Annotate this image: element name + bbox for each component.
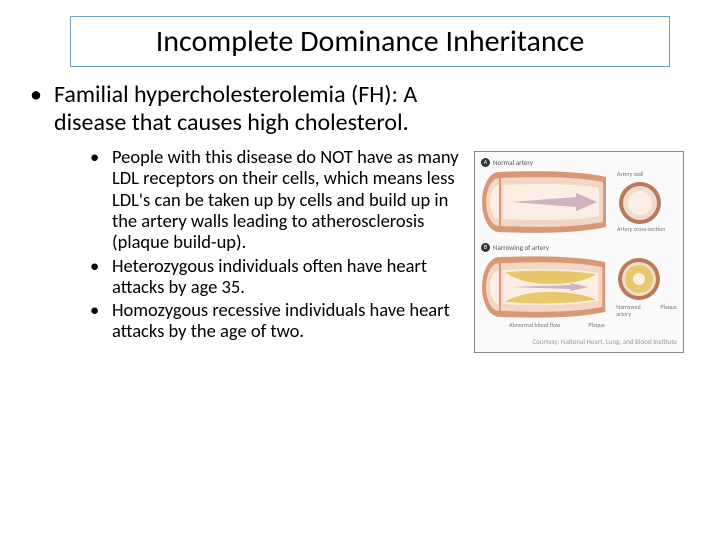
figure-credit: Courtesy: National Heart, Lung, and Bloo… (481, 337, 677, 346)
narrowed-artery-diagram (481, 254, 610, 320)
label-artery-wall: Artery wall (617, 171, 665, 178)
text-column: Familial hypercholesterolemia (FH): A di… (30, 81, 470, 353)
label-plaque: Plaque (588, 322, 605, 329)
figure-panel-normal: A Normal artery Artery wall (481, 158, 677, 235)
main-bullet: Familial hypercholesterolemia (FH): A di… (30, 81, 462, 136)
sub-bullet: People with this disease do NOT have as … (90, 146, 462, 252)
sub-bullet: Homozygous recessive individuals have he… (90, 299, 462, 342)
sub-bullet: Heterozygous individuals often have hear… (90, 255, 462, 298)
normal-artery-diagram (481, 169, 611, 235)
panel-b-title: Narrowing of artery (493, 243, 549, 252)
panel-a-side-labels: Artery wall Artery cross-section (617, 171, 665, 232)
artery-figure: A Normal artery Artery wall (474, 151, 684, 353)
sub-bullet-list: People with this disease do NOT have as … (30, 146, 462, 341)
figure-panel-narrowed: B Narrowing of artery (481, 243, 677, 329)
label-narrowed-artery: Narrowed artery (616, 304, 656, 317)
panel-b-number-icon: B (481, 243, 490, 252)
narrowed-cross-section-icon (616, 256, 662, 302)
panel-a-number-icon: A (481, 158, 490, 167)
normal-cross-section-icon (617, 180, 663, 226)
label-plaque-cross: Plaque (660, 304, 677, 317)
panel-b-side-labels: Narrowed artery Plaque (616, 256, 677, 317)
content-area: Familial hypercholesterolemia (FH): A di… (0, 67, 720, 353)
page-title: Incomplete Dominance Inheritance (83, 23, 657, 60)
label-abnormal-flow: Abnormal blood flow (509, 322, 560, 329)
title-box: Incomplete Dominance Inheritance (70, 16, 670, 67)
panel-a-label: A Normal artery (481, 158, 677, 167)
panel-b-label: B Narrowing of artery (481, 243, 677, 252)
label-cross-section: Artery cross-section (617, 226, 665, 233)
panel-a-title: Normal artery (493, 158, 533, 167)
figure-column: A Normal artery Artery wall (470, 81, 690, 353)
